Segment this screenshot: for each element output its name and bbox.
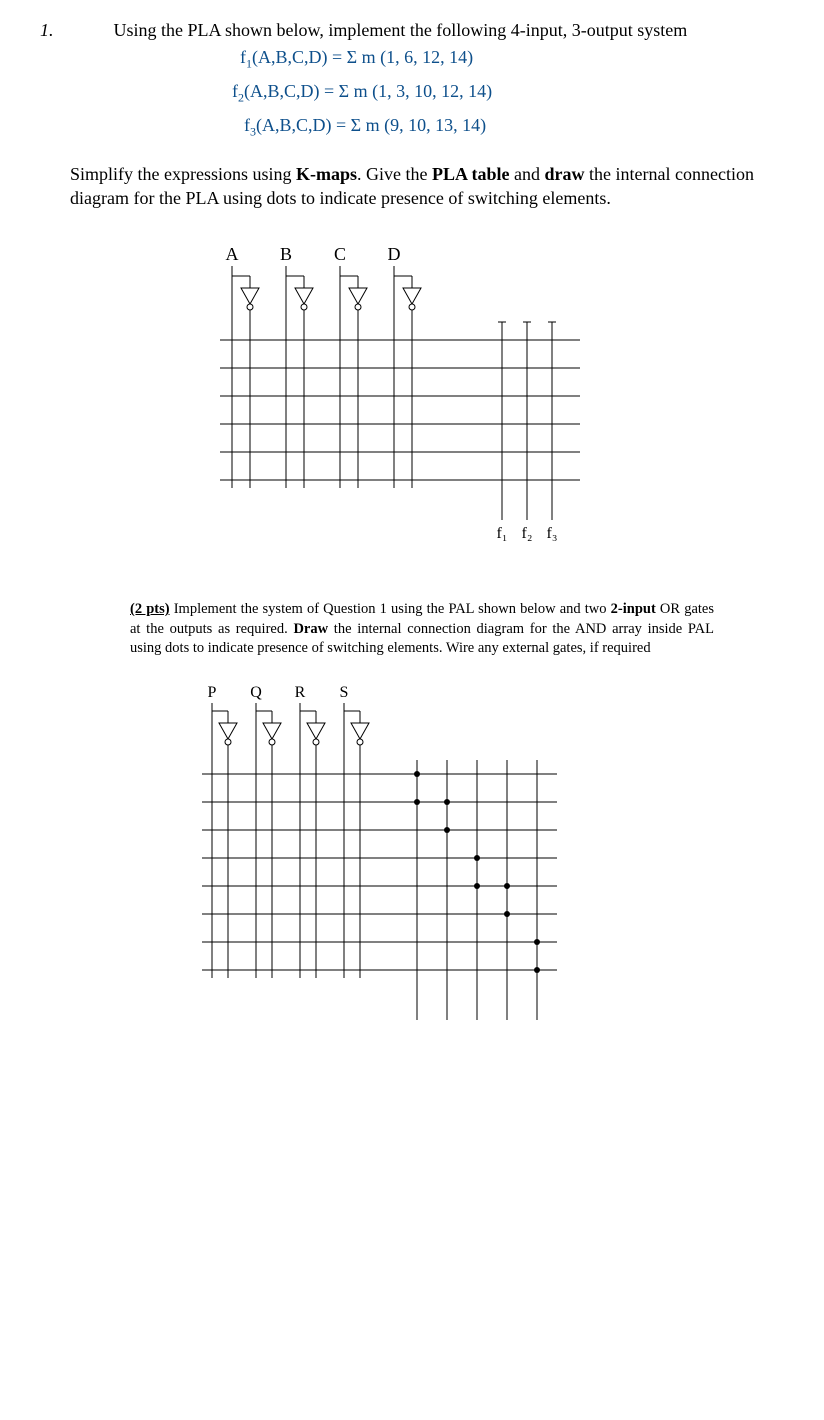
q2-text: (2 pts) Implement the system of Question… <box>130 600 714 659</box>
instructions: Simplify the expressions using K-maps. G… <box>70 162 764 211</box>
equation-f1: f1(A,B,C,D) = Σ m (1, 6, 12, 14) <box>240 41 784 75</box>
q2-pts-bold: (2 pts) <box>130 601 170 617</box>
equations-block: f1(A,B,C,D) = Σ m (1, 6, 12, 14) f2(A,B,… <box>240 41 784 144</box>
instr-bold: PLA table <box>432 164 510 184</box>
eq-args: (A,B,C,D) = Σ m (1, 6, 12, 14) <box>252 47 473 67</box>
svg-text:B: B <box>280 244 292 264</box>
svg-text:f₁: f₁ <box>497 525 508 542</box>
eq-args: (A,B,C,D) = Σ m (9, 10, 13, 14) <box>256 115 486 135</box>
intro-text: Using the PLA shown below, implement the… <box>114 20 688 40</box>
svg-text:R: R <box>295 684 306 701</box>
instr-part: Simplify the expressions using <box>70 164 296 184</box>
pal-diagram: P Q R S <box>192 679 572 1059</box>
pal-diagram-container: P Q R S <box>0 679 784 1059</box>
svg-text:A: A <box>226 244 239 264</box>
q2-bold: Draw <box>293 621 328 637</box>
equation-f3: f3(A,B,C,D) = Σ m (9, 10, 13, 14) <box>244 109 784 143</box>
instr-part: and <box>510 164 545 184</box>
svg-text:f₂: f₂ <box>522 525 533 542</box>
question-number: 1. <box>40 20 54 41</box>
svg-text:S: S <box>340 684 349 701</box>
instr-bold: draw <box>545 164 585 184</box>
svg-text:D: D <box>388 244 401 264</box>
eq-args: (A,B,C,D) = Σ m (1, 3, 10, 12, 14) <box>244 81 492 101</box>
pla-diagram: A B C Df₁ f₂ f₃ <box>202 240 622 560</box>
instr-part: . Give the <box>357 164 432 184</box>
svg-text:Q: Q <box>250 684 262 701</box>
equation-f2: f2(A,B,C,D) = Σ m (1, 3, 10, 12, 14) <box>232 75 784 109</box>
q2-part: Implement the system of Question 1 using… <box>170 601 611 617</box>
svg-text:P: P <box>208 684 217 701</box>
pla-diagram-container: A B C Df₁ f₂ f₃ <box>40 240 784 560</box>
q2-pts: (2 pts) <box>130 601 170 617</box>
svg-text:f₃: f₃ <box>547 525 558 542</box>
instr-bold: K-maps <box>296 164 357 184</box>
svg-text:C: C <box>334 244 346 264</box>
q2-bold: 2-input <box>611 601 656 617</box>
